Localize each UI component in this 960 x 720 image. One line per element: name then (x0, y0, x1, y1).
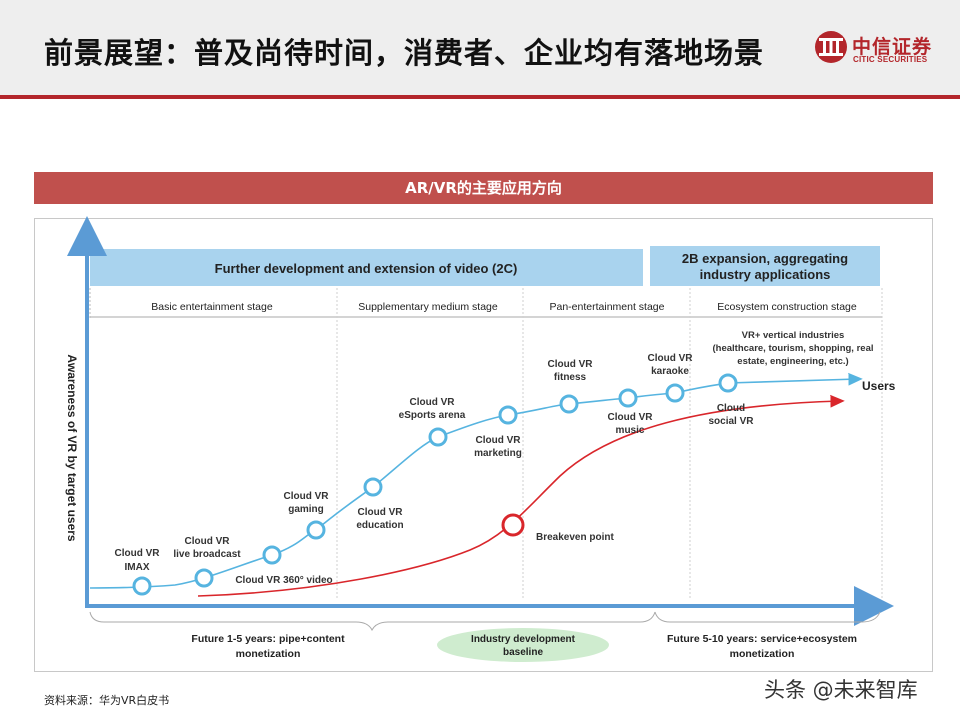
breakeven-marker (501, 513, 525, 537)
source-note: 资料来源：华为VR白皮书 (44, 694, 170, 707)
citic-logo: 中信证券 CITIC SECURITIES (814, 30, 944, 70)
node-esports-line1: Cloud VR (410, 397, 456, 408)
bottom-right-line2: monetization (730, 648, 795, 660)
header-bar: 前景展望：普及尚待时间，消费者、企业均有落地场景 中信证券 CITIC SECU… (0, 0, 960, 95)
node-live-broadcast-marker (194, 568, 214, 588)
users-curve (89, 372, 863, 589)
node-360-video: Cloud VR 360° video (235, 545, 333, 586)
banner-2b-line2: industry applications (700, 267, 831, 282)
bottom-left-line1: Future 1-5 years: pipe+content (191, 633, 345, 645)
node-esports: Cloud VR eSports arena (399, 397, 466, 447)
node-gaming-line2: gaming (288, 504, 324, 515)
node-social-vr-line1: Cloud (717, 403, 745, 414)
baseline-ellipse (437, 628, 609, 662)
node-imax-line1: Cloud VR (115, 548, 161, 559)
node-fitness-marker (559, 394, 579, 414)
node-education-line2: education (356, 520, 403, 531)
node-imax-marker (132, 576, 152, 596)
node-marketing-line2: marketing (474, 448, 522, 459)
citic-logo-mark-icon (815, 31, 847, 63)
node-music-line2: music (616, 425, 645, 436)
banner-2c-label: Further development and extension of vid… (215, 261, 518, 276)
stage-label-supplementary: Supplementary medium stage (358, 301, 498, 313)
node-fitness-line1: Cloud VR (548, 359, 594, 370)
node-360-video-marker (262, 545, 282, 565)
baseline-line1: Industry development (471, 634, 576, 645)
node-live-broadcast: Cloud VR live broadcast (173, 536, 241, 588)
bottom-left-line2: monetization (236, 648, 301, 660)
node-marketing-line1: Cloud VR (476, 435, 522, 446)
node-music-line1: Cloud VR (608, 412, 654, 423)
node-esports-marker (428, 427, 448, 447)
node-education-marker (363, 477, 383, 497)
node-karaoke-line1: Cloud VR (648, 353, 694, 364)
node-360-video-line1: Cloud VR 360° video (235, 575, 332, 586)
bottom-right-line1: Future 5-10 years: service+ecosystem (667, 633, 857, 645)
vertical-industries-line2: (healthcare, tourism, shopping, real (712, 343, 873, 354)
header-divider (0, 95, 960, 99)
banner-2c (90, 249, 643, 286)
node-karaoke-line2: karaoke (651, 366, 689, 377)
logo-english-name: CITIC SECURITIES (853, 55, 928, 64)
node-music-marker (618, 388, 638, 408)
page-title: 前景展望：普及尚待时间，消费者、企业均有落地场景 (44, 36, 765, 70)
node-marketing: Cloud VR marketing (474, 405, 522, 459)
node-esports-line2: eSports arena (399, 410, 466, 421)
vertical-industries-line1: VR+ vertical industries (742, 330, 845, 341)
baseline-line2: baseline (503, 647, 543, 658)
node-social-vr-marker (718, 373, 738, 393)
breakeven-label: Breakeven point (536, 532, 614, 543)
figure-frame (34, 218, 933, 672)
banner-2b (650, 246, 880, 286)
y-axis-label: Awareness of VR by target users (65, 354, 79, 542)
node-education-line1: Cloud VR (358, 507, 404, 518)
users-label: Users (862, 379, 896, 393)
node-karaoke-marker (665, 383, 685, 403)
watermark: 头条 @未来智库 (764, 678, 918, 702)
node-gaming-marker (306, 520, 326, 540)
node-fitness-line2: fitness (554, 372, 587, 383)
brace-right (654, 611, 881, 623)
node-social-vr-line2: social VR (708, 416, 754, 427)
node-social-vr: Cloud social VR (708, 373, 754, 427)
stage-label-pan: Pan-entertainment stage (550, 301, 665, 313)
vertical-industries-line3: estate, engineering, etc.) (737, 356, 848, 367)
node-karaoke: Cloud VR karaoke (648, 353, 694, 403)
logo-chinese-name: 中信证券 (852, 36, 933, 58)
stage-label-basic: Basic entertainment stage (151, 301, 273, 313)
node-education: Cloud VR education (356, 477, 404, 531)
node-marketing-marker (498, 405, 518, 425)
node-imax-line2: IMAX (125, 562, 150, 573)
node-fitness: Cloud VR fitness (548, 359, 594, 414)
node-live-broadcast-line2: live broadcast (173, 549, 241, 560)
node-imax: Cloud VR IMAX (115, 548, 161, 596)
brace-left (89, 611, 656, 632)
node-gaming: Cloud VR gaming (284, 491, 330, 540)
node-live-broadcast-line1: Cloud VR (185, 536, 231, 547)
banner-2b-line1: 2B expansion, aggregating (682, 251, 848, 266)
stage-label-ecosystem: Ecosystem construction stage (717, 301, 857, 313)
node-gaming-line1: Cloud VR (284, 491, 330, 502)
node-music: Cloud VR music (608, 388, 654, 436)
section-title-bar: AR/VR的主要应用方向 (34, 172, 933, 204)
